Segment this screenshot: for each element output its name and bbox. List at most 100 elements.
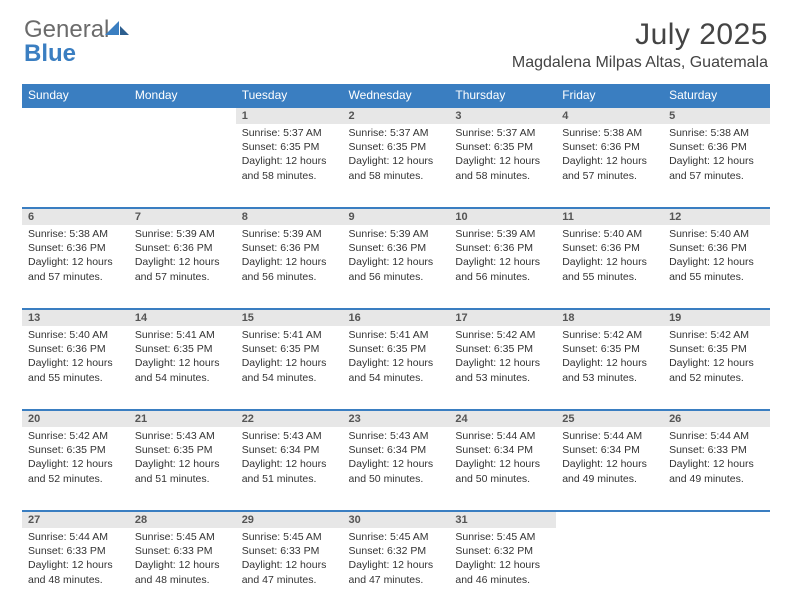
day-cell: Sunrise: 5:39 AMSunset: 6:36 PMDaylight:…: [236, 225, 343, 309]
sunset-text: Sunset: 6:33 PM: [28, 544, 123, 558]
day1-text: Daylight: 12 hours: [669, 255, 764, 269]
day-number: 5: [663, 107, 770, 124]
day-cell: Sunrise: 5:40 AMSunset: 6:36 PMDaylight:…: [663, 225, 770, 309]
day1-text: Daylight: 12 hours: [669, 356, 764, 370]
content-row: Sunrise: 5:42 AMSunset: 6:35 PMDaylight:…: [22, 427, 770, 511]
day1-text: Daylight: 12 hours: [455, 154, 550, 168]
sunrise-text: Sunrise: 5:38 AM: [669, 126, 764, 140]
sunset-text: Sunset: 6:35 PM: [242, 140, 337, 154]
sunset-text: Sunset: 6:36 PM: [562, 241, 657, 255]
day2-text: and 58 minutes.: [455, 169, 550, 183]
day-cell: Sunrise: 5:42 AMSunset: 6:35 PMDaylight:…: [22, 427, 129, 511]
sunrise-text: Sunrise: 5:37 AM: [455, 126, 550, 140]
day-cell: Sunrise: 5:42 AMSunset: 6:35 PMDaylight:…: [663, 326, 770, 410]
day2-text: and 51 minutes.: [135, 472, 230, 486]
day-number: 27: [22, 511, 129, 528]
sunset-text: Sunset: 6:36 PM: [349, 241, 444, 255]
day-cell: Sunrise: 5:41 AMSunset: 6:35 PMDaylight:…: [236, 326, 343, 410]
day1-text: Daylight: 12 hours: [562, 457, 657, 471]
day-number: 13: [22, 309, 129, 326]
content-row: Sunrise: 5:40 AMSunset: 6:36 PMDaylight:…: [22, 326, 770, 410]
day-cell: Sunrise: 5:39 AMSunset: 6:36 PMDaylight:…: [343, 225, 450, 309]
weekday-header: Sunday: [22, 84, 129, 107]
sunrise-text: Sunrise: 5:40 AM: [669, 227, 764, 241]
day-cell: Sunrise: 5:37 AMSunset: 6:35 PMDaylight:…: [236, 124, 343, 208]
sunrise-text: Sunrise: 5:44 AM: [562, 429, 657, 443]
day-cell: Sunrise: 5:44 AMSunset: 6:33 PMDaylight:…: [663, 427, 770, 511]
day-cell: Sunrise: 5:43 AMSunset: 6:34 PMDaylight:…: [343, 427, 450, 511]
day-number: 8: [236, 208, 343, 225]
day1-text: Daylight: 12 hours: [242, 356, 337, 370]
day-cell: Sunrise: 5:44 AMSunset: 6:34 PMDaylight:…: [556, 427, 663, 511]
day2-text: and 52 minutes.: [28, 472, 123, 486]
day-number: 25: [556, 410, 663, 427]
day2-text: and 47 minutes.: [242, 573, 337, 587]
calendar-body: 12345Sunrise: 5:37 AMSunset: 6:35 PMDayl…: [22, 107, 770, 612]
sunrise-text: Sunrise: 5:38 AM: [562, 126, 657, 140]
day-cell: [663, 528, 770, 612]
sunrise-text: Sunrise: 5:42 AM: [669, 328, 764, 342]
sunset-text: Sunset: 6:32 PM: [455, 544, 550, 558]
sunset-text: Sunset: 6:36 PM: [669, 140, 764, 154]
weekday-header: Wednesday: [343, 84, 450, 107]
sunrise-text: Sunrise: 5:41 AM: [135, 328, 230, 342]
day2-text: and 57 minutes.: [562, 169, 657, 183]
day1-text: Daylight: 12 hours: [455, 255, 550, 269]
sunset-text: Sunset: 6:36 PM: [562, 140, 657, 154]
day2-text: and 50 minutes.: [349, 472, 444, 486]
day2-text: and 55 minutes.: [28, 371, 123, 385]
day2-text: and 53 minutes.: [455, 371, 550, 385]
day2-text: and 55 minutes.: [669, 270, 764, 284]
sunrise-text: Sunrise: 5:42 AM: [455, 328, 550, 342]
day2-text: and 57 minutes.: [669, 169, 764, 183]
day-cell: [129, 124, 236, 208]
page-title: July 2025: [512, 18, 768, 52]
day2-text: and 56 minutes.: [349, 270, 444, 284]
day2-text: and 48 minutes.: [28, 573, 123, 587]
sunset-text: Sunset: 6:33 PM: [135, 544, 230, 558]
day-number: 16: [343, 309, 450, 326]
sunrise-text: Sunrise: 5:40 AM: [28, 328, 123, 342]
day-number: 10: [449, 208, 556, 225]
daynum-row: 2728293031: [22, 511, 770, 528]
day-number: [663, 511, 770, 528]
sunset-text: Sunset: 6:36 PM: [28, 342, 123, 356]
day-number: 7: [129, 208, 236, 225]
daynum-row: 12345: [22, 107, 770, 124]
day1-text: Daylight: 12 hours: [28, 255, 123, 269]
brand-part2: Blue: [24, 40, 76, 67]
sunrise-text: Sunrise: 5:37 AM: [242, 126, 337, 140]
day1-text: Daylight: 12 hours: [455, 457, 550, 471]
sunrise-text: Sunrise: 5:44 AM: [669, 429, 764, 443]
day-number: 20: [22, 410, 129, 427]
sunrise-text: Sunrise: 5:41 AM: [349, 328, 444, 342]
day1-text: Daylight: 12 hours: [28, 356, 123, 370]
day-number: [556, 511, 663, 528]
sunset-text: Sunset: 6:34 PM: [562, 443, 657, 457]
day-cell: Sunrise: 5:45 AMSunset: 6:32 PMDaylight:…: [343, 528, 450, 612]
day-number: 21: [129, 410, 236, 427]
day2-text: and 50 minutes.: [455, 472, 550, 486]
day1-text: Daylight: 12 hours: [455, 356, 550, 370]
content-row: Sunrise: 5:44 AMSunset: 6:33 PMDaylight:…: [22, 528, 770, 612]
day-number: 23: [343, 410, 450, 427]
sunrise-text: Sunrise: 5:44 AM: [28, 530, 123, 544]
daynum-row: 6789101112: [22, 208, 770, 225]
sunset-text: Sunset: 6:35 PM: [28, 443, 123, 457]
sunset-text: Sunset: 6:36 PM: [28, 241, 123, 255]
day-number: 15: [236, 309, 343, 326]
day2-text: and 56 minutes.: [455, 270, 550, 284]
day2-text: and 49 minutes.: [669, 472, 764, 486]
day-number: 9: [343, 208, 450, 225]
daynum-row: 13141516171819: [22, 309, 770, 326]
sunrise-text: Sunrise: 5:39 AM: [135, 227, 230, 241]
day-number: 24: [449, 410, 556, 427]
day-cell: Sunrise: 5:40 AMSunset: 6:36 PMDaylight:…: [22, 326, 129, 410]
weekday-header: Tuesday: [236, 84, 343, 107]
day2-text: and 49 minutes.: [562, 472, 657, 486]
sunset-text: Sunset: 6:35 PM: [669, 342, 764, 356]
sunset-text: Sunset: 6:35 PM: [349, 140, 444, 154]
day-cell: Sunrise: 5:41 AMSunset: 6:35 PMDaylight:…: [343, 326, 450, 410]
sunrise-text: Sunrise: 5:45 AM: [349, 530, 444, 544]
day-cell: Sunrise: 5:40 AMSunset: 6:36 PMDaylight:…: [556, 225, 663, 309]
